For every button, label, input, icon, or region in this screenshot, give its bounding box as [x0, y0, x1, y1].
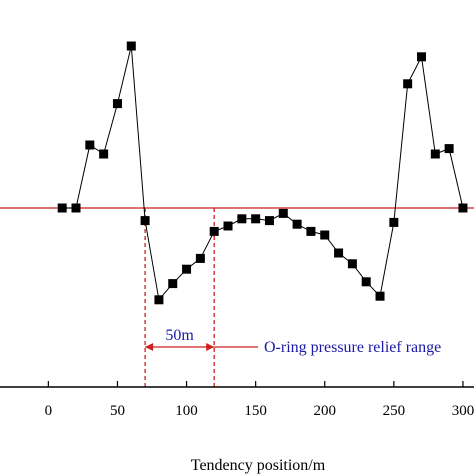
- data-point: [112, 99, 122, 109]
- data-point: [71, 203, 81, 213]
- data-point: [389, 217, 399, 227]
- data-point: [361, 277, 371, 287]
- data-point: [375, 291, 385, 301]
- data-point: [99, 149, 109, 159]
- x-tick-label: 300: [452, 403, 474, 419]
- data-point: [403, 79, 413, 89]
- chart-marks: [57, 41, 468, 305]
- x-tick-label: 150: [244, 403, 267, 419]
- x-tick-label: 0: [45, 403, 53, 419]
- x-axis-title: Tendency position/m: [191, 457, 326, 474]
- data-point: [251, 214, 261, 224]
- series-line: [62, 45, 464, 301]
- x-tick-label: 200: [314, 403, 337, 419]
- data-point: [347, 259, 357, 269]
- data-point: [458, 203, 468, 213]
- x-axis: 0 50 100 150 200 250 300: [0, 381, 474, 419]
- data-point: [306, 226, 316, 236]
- data-point: [85, 140, 95, 150]
- x-tick-label: 100: [175, 403, 198, 419]
- span-arrowhead-left: [145, 343, 154, 351]
- span-arrowhead-right: [206, 343, 215, 351]
- plot-area: [0, 207, 474, 387]
- data-point: [320, 230, 330, 240]
- data-point: [264, 216, 274, 226]
- data-point: [237, 214, 247, 224]
- data-point: [168, 279, 178, 289]
- data-point: [430, 149, 440, 159]
- data-point: [416, 52, 426, 62]
- data-point: [140, 216, 150, 226]
- data-point: [278, 208, 288, 218]
- data-point: [154, 295, 164, 305]
- data-point: [182, 264, 192, 274]
- data-point: [195, 253, 205, 263]
- data-point: [292, 219, 302, 229]
- range-annotation: O-ring pressure relief range: [264, 339, 441, 356]
- x-tick-label: 50: [110, 403, 125, 419]
- data-point: [334, 248, 344, 258]
- data-point: [209, 226, 219, 236]
- span-annotation: 50m: [165, 327, 194, 344]
- data-point: [57, 203, 67, 213]
- x-tick-label: 250: [383, 403, 406, 419]
- data-point: [444, 144, 454, 154]
- data-point: [126, 41, 136, 51]
- data-point: [223, 221, 233, 231]
